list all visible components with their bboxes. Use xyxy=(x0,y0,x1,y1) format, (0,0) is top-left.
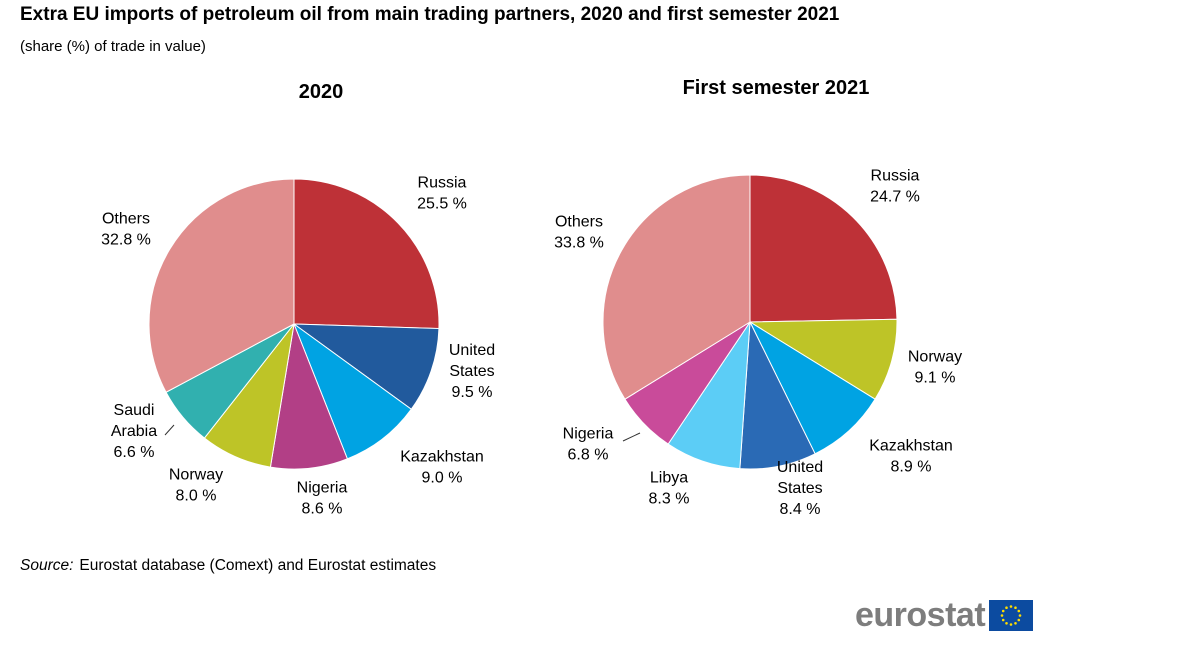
slice-label-libya: Libya 8.3 % xyxy=(649,470,690,508)
slice-name: Others xyxy=(555,214,603,231)
pie-chart-2020: 2020 Russia 25.5 % United States 9.5 % Kazakhs… xyxy=(101,81,495,518)
eu-flag-star xyxy=(1014,621,1017,625)
slice-name: States xyxy=(777,480,822,497)
slice-label-russia: Russia 25.5 % xyxy=(417,175,467,213)
slice-name: Arabia xyxy=(111,423,157,440)
eu-flag-star xyxy=(1005,621,1008,625)
slice-value: 25.5 % xyxy=(417,196,467,213)
slice-name: States xyxy=(449,363,494,380)
source-note: Source: Eurostat database (Comext) and Eu… xyxy=(20,557,436,575)
pie-slice-russia xyxy=(749,174,898,323)
eu-flag-star xyxy=(1017,618,1021,621)
eu-flag-star xyxy=(1000,613,1004,617)
pie-slice-kazakhstan xyxy=(292,322,413,460)
chart-title: Extra EU imports of petroleum oil from m… xyxy=(20,4,840,25)
slice-name: Nigeria xyxy=(563,426,614,443)
slice-label-united-states: United States 9.5 % xyxy=(449,342,495,401)
slice-name: Saudi xyxy=(114,402,155,419)
pie-title: First semester 2021 xyxy=(683,77,870,99)
slice-label-russia: Russia 24.7 % xyxy=(870,168,920,206)
slice-label-nigeria: Nigeria 6.8 % xyxy=(563,426,614,464)
eurostat-logo: eurostat xyxy=(855,596,1034,634)
slice-name: United xyxy=(449,342,495,359)
source-label: Source: xyxy=(20,557,74,574)
slice-label-kazakhstan: Kazakhstan 9.0 % xyxy=(400,449,484,487)
slice-label-saudi-arabia: Saudi Arabia 6.6 % xyxy=(111,402,157,461)
label-leader-line xyxy=(622,432,641,442)
pie-slice-united-states xyxy=(292,323,440,410)
pie-title: 2020 xyxy=(299,81,344,103)
slice-value: 6.6 % xyxy=(114,444,155,461)
slice-name: Nigeria xyxy=(297,480,348,497)
pie-chart-first-semester-2021: First semester 2021 Russia 24.7 % Norway 9.1… xyxy=(554,77,962,518)
slice-name: Russia xyxy=(418,175,467,192)
eu-flag-star xyxy=(1002,609,1005,612)
slice-value: 32.8 % xyxy=(101,232,151,249)
eu-flag-star xyxy=(1005,605,1008,609)
slice-value: 8.4 % xyxy=(780,501,821,518)
pie-charts: 2020 Russia 25.5 % United States 9.5 % Kazakhs… xyxy=(101,77,962,518)
slice-label-nigeria: Nigeria 8.6 % xyxy=(297,480,348,518)
slice-label-kazakhstan: Kazakhstan 8.9 % xyxy=(869,438,953,476)
pie-slice-norway xyxy=(748,318,898,400)
slice-value: 8.0 % xyxy=(176,488,217,505)
slice-label-norway: Norway 8.0 % xyxy=(169,467,223,505)
eu-flag-star xyxy=(1002,618,1005,621)
slice-name: United xyxy=(777,459,823,476)
label-leader-line xyxy=(164,424,175,436)
eu-flag-star xyxy=(1018,613,1022,617)
pie-slice-kazakhstan xyxy=(748,320,876,455)
slice-value: 8.3 % xyxy=(649,491,690,508)
slice-label-others: Others 32.8 % xyxy=(101,211,151,249)
eu-flag-star xyxy=(1014,605,1017,609)
slice-name: Norway xyxy=(908,349,962,366)
slice-value: 24.7 % xyxy=(870,189,920,206)
slice-value: 9.1 % xyxy=(915,370,956,387)
pie-slice-others xyxy=(148,178,295,393)
slice-value: 9.0 % xyxy=(422,470,463,487)
pie-slice-others xyxy=(602,174,751,400)
slice-value: 9.5 % xyxy=(452,384,493,401)
eu-flag-star xyxy=(1009,622,1013,626)
slice-name: Russia xyxy=(871,168,920,185)
chart-subtitle: (share (%) of trade in value) xyxy=(20,38,206,55)
pie-slice-russia xyxy=(293,178,440,330)
eu-flag-star xyxy=(1017,609,1021,612)
slice-value: 8.6 % xyxy=(302,501,343,518)
slice-name: Libya xyxy=(650,470,688,487)
slice-label-others: Others 33.8 % xyxy=(554,214,604,252)
eu-flag-icon xyxy=(989,599,1034,631)
slice-value: 6.8 % xyxy=(568,447,609,464)
eu-flag-star xyxy=(1009,604,1013,608)
slice-name: Kazakhstan xyxy=(400,449,484,466)
slice-name: Kazakhstan xyxy=(869,438,953,455)
slice-name: Norway xyxy=(169,467,223,484)
slice-name: Others xyxy=(102,211,150,228)
eurostat-logo-text: eurostat xyxy=(855,596,986,634)
slice-label-norway: Norway 9.1 % xyxy=(908,349,962,387)
slice-value: 33.8 % xyxy=(554,235,604,252)
slice-label-united-states: United States 8.4 % xyxy=(777,459,823,518)
slice-value: 8.9 % xyxy=(891,459,932,476)
source-text: Eurostat database (Comext) and Eurostat … xyxy=(79,557,437,574)
